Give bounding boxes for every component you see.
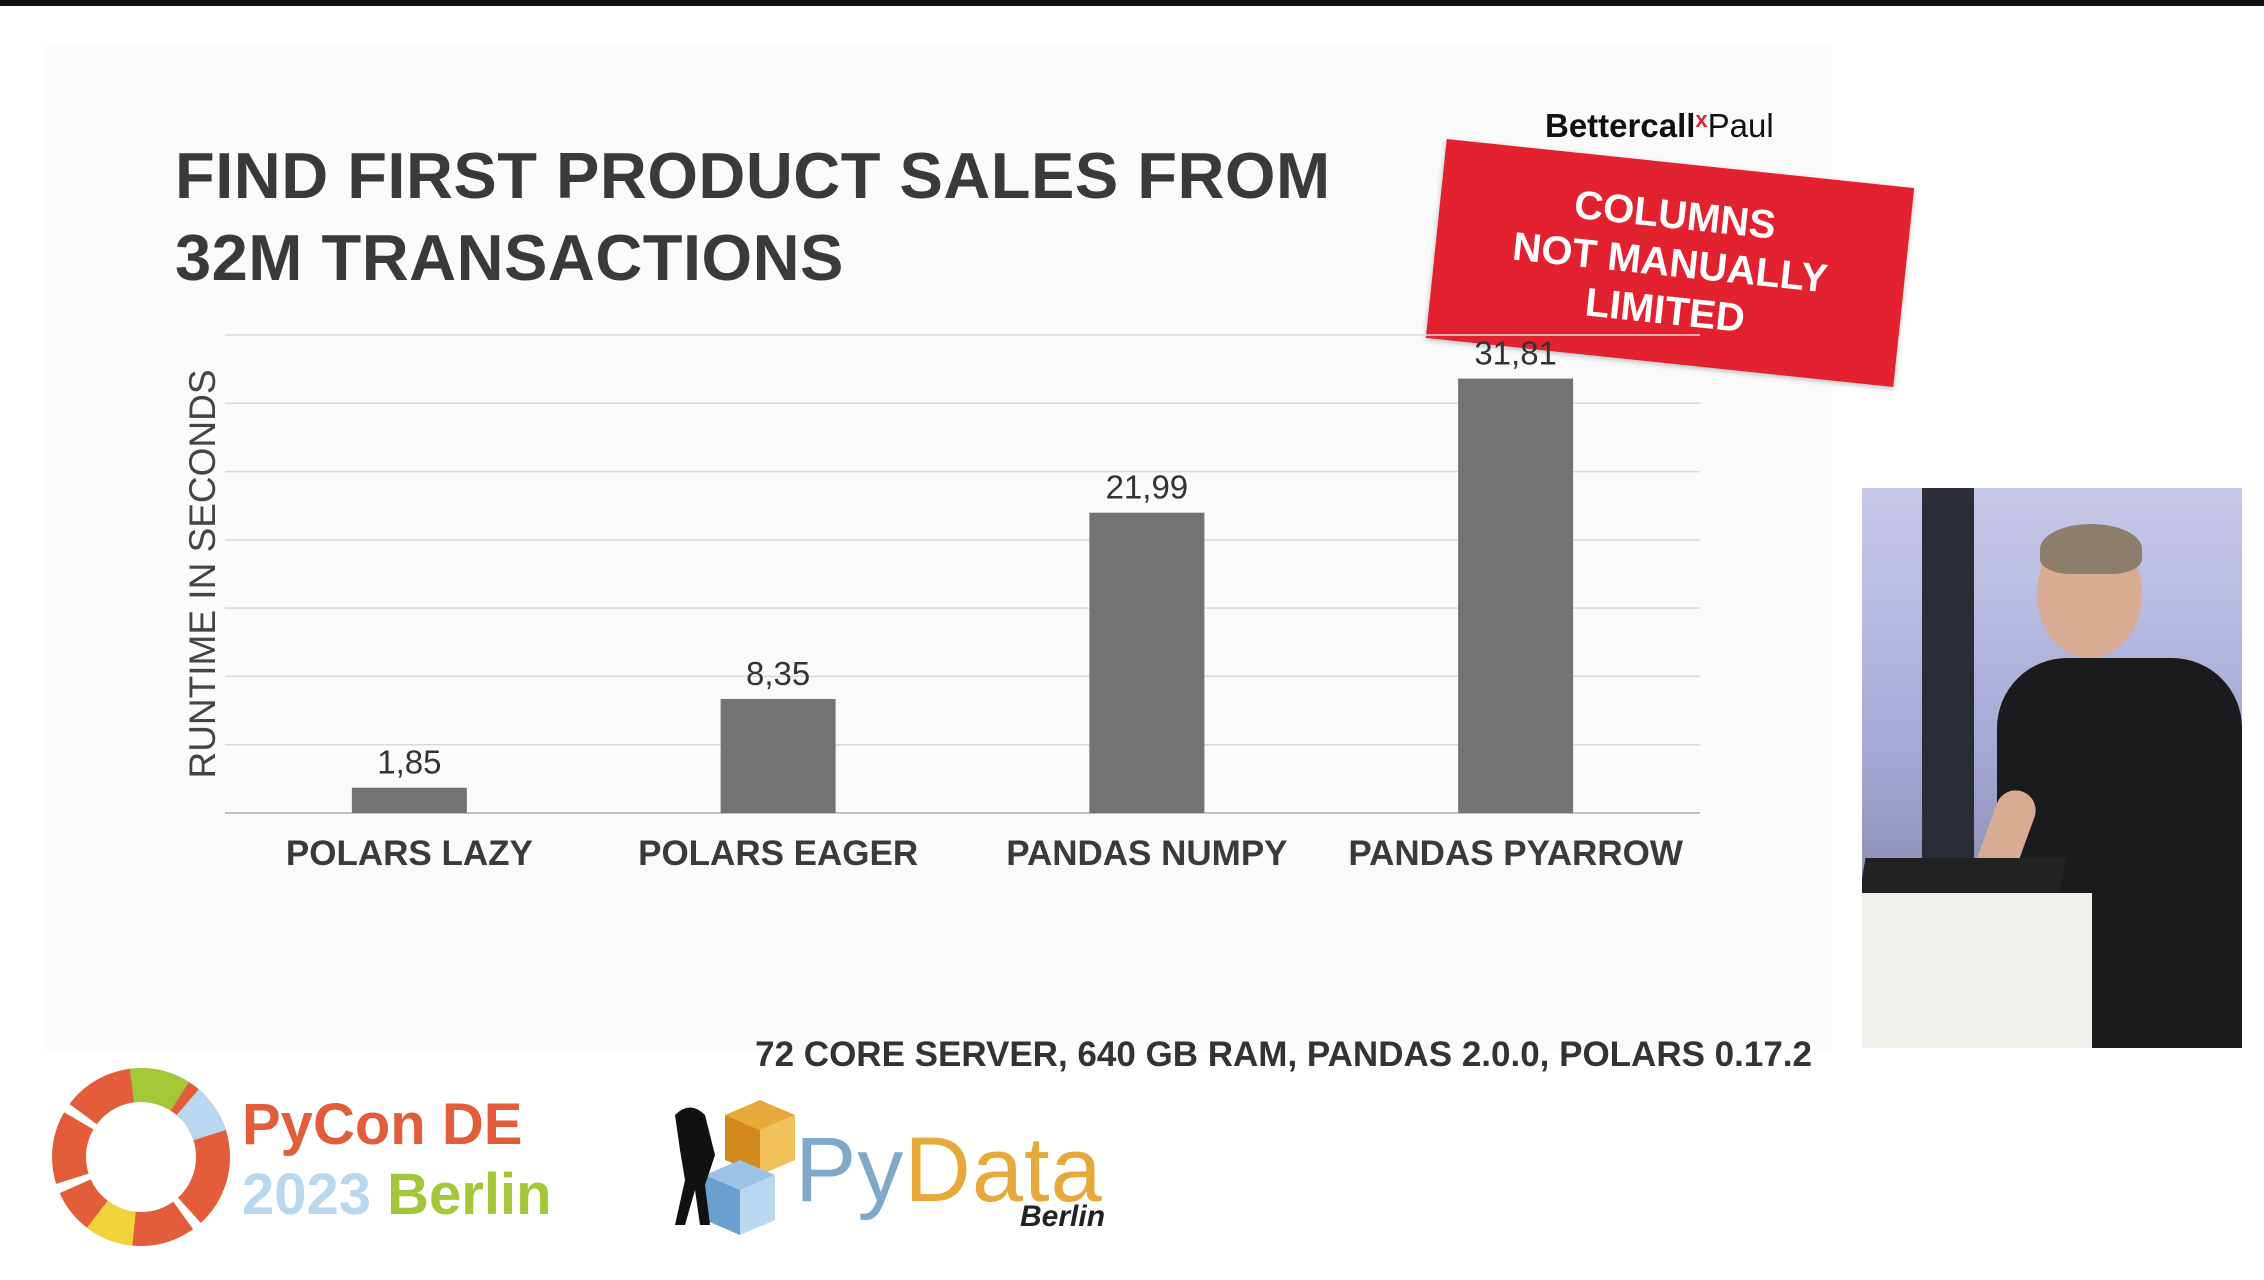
brand-name-part1: Bettercall [1545, 107, 1696, 144]
data-label: 8,35 [746, 655, 810, 692]
y-axis-label: RUNTIME IN SECONDS [182, 369, 223, 778]
pycon-ring-icon [52, 1068, 230, 1246]
laptop [1862, 858, 2066, 898]
slide-title: FIND FIRST PRODUCT SALES FROM 32M TRANSA… [175, 135, 1425, 299]
bar [720, 698, 836, 813]
category-label: PANDAS NUMPY [1006, 834, 1287, 873]
brand-logo: BettercallxPaul [1545, 107, 1774, 145]
category-label: POLARS LAZY [286, 834, 533, 873]
data-label: 21,99 [1106, 469, 1189, 506]
pydata-py: Py [795, 1119, 905, 1221]
pydata-bear-icon [675, 1100, 795, 1235]
data-label: 1,85 [377, 744, 441, 781]
category-label: POLARS EAGER [638, 834, 918, 873]
data-label: 31,81 [1474, 335, 1557, 372]
brand-name-part2: Paul [1707, 107, 1774, 144]
category-label: PANDAS PYARROW [1348, 834, 1682, 873]
pydata-city: Berlin [1020, 1200, 1106, 1233]
pycon-name: PyCon [242, 1092, 426, 1157]
title-line-2: 32M TRANSACTIONS [175, 221, 844, 294]
speaker-video [1862, 488, 2242, 1048]
lectern [1862, 893, 2092, 1048]
pycon-city: Berlin [387, 1162, 552, 1227]
pydata-data: Data [904, 1119, 1103, 1221]
bar [1089, 512, 1205, 813]
pycon-country: DE [441, 1092, 523, 1157]
presentation-slide: FIND FIRST PRODUCT SALES FROM 32M TRANSA… [45, 45, 1915, 1074]
bar [1458, 378, 1574, 813]
hardware-footnote: 72 CORE SERVER, 640 GB RAM, PANDAS 2.0.0… [755, 1035, 1812, 1074]
pycon-year: 2023 [242, 1162, 372, 1227]
title-line-1: FIND FIRST PRODUCT SALES FROM [175, 139, 1331, 212]
brand-x: x [1695, 107, 1708, 132]
pycon-wordmark: PyCon DE 2023 Berlin [242, 1090, 552, 1230]
bar-chart: RUNTIME IN SECONDS 1,85 POLARS LAZY 8,35 POL… [182, 334, 1700, 873]
speaker-hair [2040, 524, 2142, 574]
top-border [0, 0, 2264, 6]
bar [351, 787, 467, 813]
pydata-wordmark: PyData [795, 1118, 1103, 1223]
